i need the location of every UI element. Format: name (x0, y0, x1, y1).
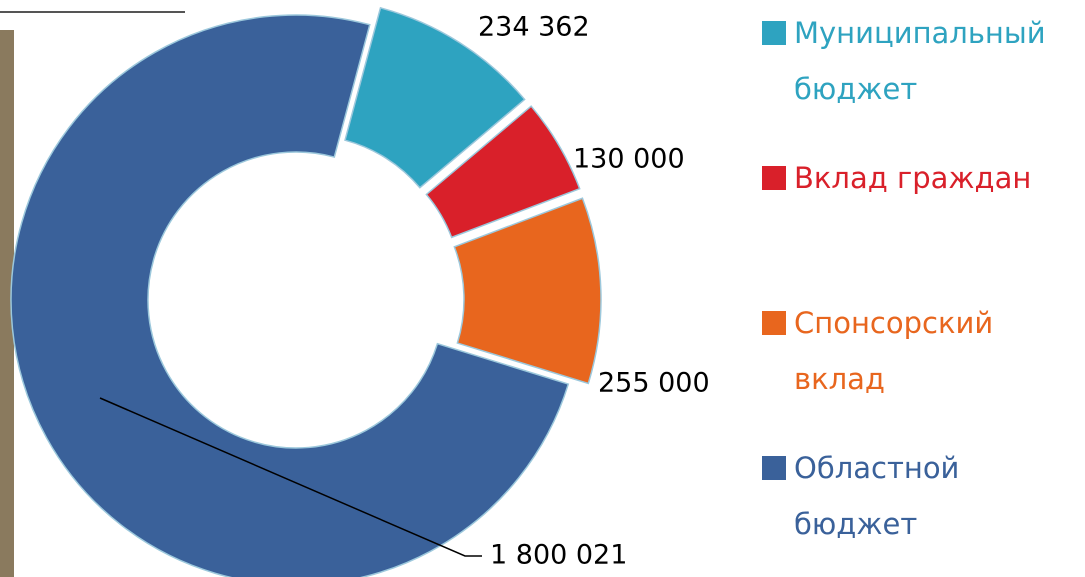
leader-line (99, 397, 482, 557)
value-label: 1 800 021 (490, 540, 627, 571)
legend-label: Спонсорский вклад (794, 306, 994, 396)
legend-item: Областной бюджет (762, 440, 1082, 552)
legend-item: Муниципальный бюджет (762, 5, 1082, 117)
donut-slice (425, 105, 581, 239)
legend-swatch (762, 456, 786, 480)
legend-swatch (762, 311, 786, 335)
legend-label: Областной бюджет (794, 451, 960, 541)
legend-item: Вклад граждан (762, 150, 1082, 206)
legend-swatch (762, 166, 786, 190)
photo-edge (0, 30, 14, 577)
legend-label: Вклад граждан (794, 161, 1032, 195)
value-label: 234 362 (478, 12, 590, 43)
legend-swatch (762, 21, 786, 45)
legend-label: Муниципальный бюджет (794, 16, 1046, 106)
donut-slice (453, 197, 602, 385)
value-label: 130 000 (573, 144, 685, 175)
value-label: 255 000 (598, 368, 710, 399)
donut-slice (10, 14, 570, 577)
donut-slice (344, 6, 526, 189)
legend-item: Спонсорский вклад (762, 295, 1082, 407)
